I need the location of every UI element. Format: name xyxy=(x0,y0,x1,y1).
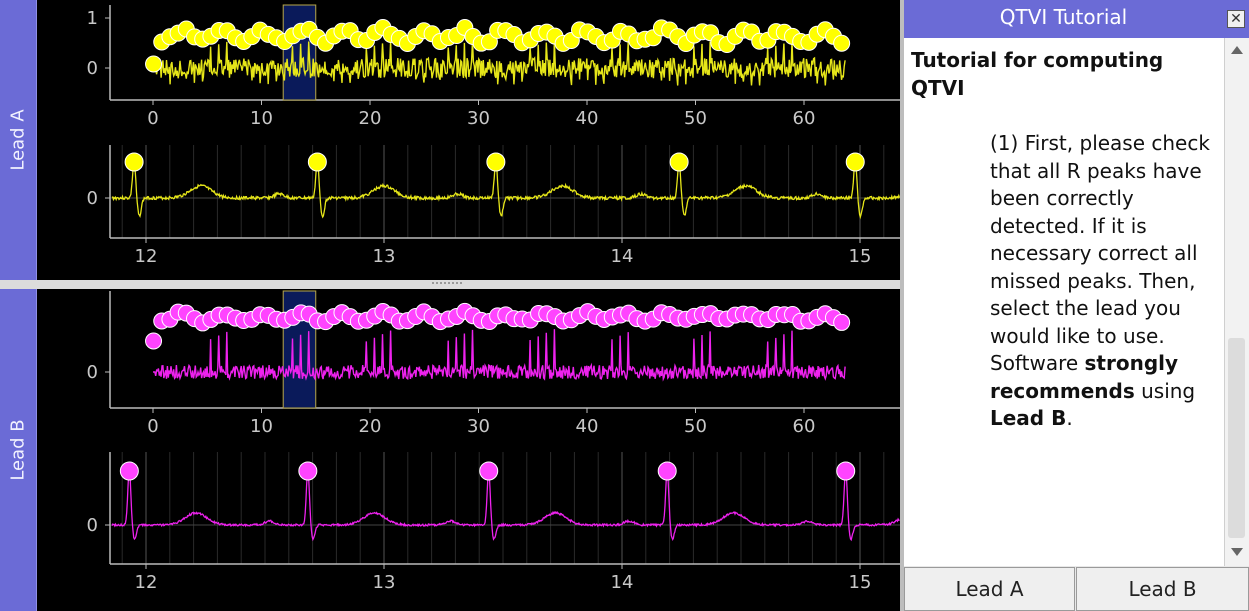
lead-a-detail-peak-marker xyxy=(124,152,144,172)
lead-b-detail-peak-marker xyxy=(836,461,856,481)
lead-a-overview-signal xyxy=(153,40,846,86)
select-lead-b-button[interactable]: Lead B xyxy=(1076,567,1249,611)
lead-b-plots[interactable]: 0 10 20 30 40 50 60 0 12 13 14 15 0 xyxy=(36,289,900,611)
lead-a-overview-x-tick-label: 60 xyxy=(793,108,816,129)
lead-a-overview-x-tick-label: 50 xyxy=(684,108,707,129)
lead-b-overview-x-tick-label: 60 xyxy=(793,416,816,437)
lead-b-tab-label: Lead B xyxy=(7,419,29,481)
lead-a-detail-signal xyxy=(111,159,900,220)
select-lead-a-button[interactable]: Lead A xyxy=(904,567,1075,611)
lead-a-detail-x-tick-label: 15 xyxy=(849,246,872,267)
tutorial-heading: Tutorial for computing QTVI xyxy=(911,48,1164,100)
tutorial-title: QTVI Tutorial xyxy=(999,5,1128,29)
tutorial-text-part-3: . xyxy=(1066,406,1073,430)
vertical-splitter[interactable] xyxy=(900,0,904,611)
lead-b-overview-x-tick-label: 20 xyxy=(359,416,382,437)
lead-b-overview-x-tick-label: 40 xyxy=(576,416,599,437)
tutorial-panel: QTVI Tutorial ✕ Tutorial for computing Q… xyxy=(904,0,1249,611)
lead-b-overview-signal xyxy=(153,329,846,382)
lead-a-overview-x-tick-label: 20 xyxy=(359,108,382,129)
lead-b-detail-peak-marker xyxy=(657,461,677,481)
close-icon[interactable]: ✕ xyxy=(1227,10,1245,28)
lead-b-detail-peak-marker xyxy=(298,461,318,481)
tutorial-text: (1) First, please check that all R peaks… xyxy=(990,130,1216,433)
splitter-grip[interactable] xyxy=(432,282,462,287)
lead-a-overview-x-tick-label: 10 xyxy=(250,108,273,129)
lead-a-selection-window xyxy=(282,4,317,101)
lead-b-detail-peak-marker xyxy=(479,461,499,481)
scrollbar-thumb[interactable] xyxy=(1228,338,1245,538)
lead-b-detail-peak-marker xyxy=(119,461,139,481)
lead-a-detail-peak-marker xyxy=(845,152,865,172)
lead-b-detail-x-tick-label: 13 xyxy=(373,572,396,593)
lead-b-overview-peak-marker xyxy=(833,313,851,331)
lead-b-detail-x-tick-label: 12 xyxy=(135,572,158,593)
tutorial-title-bar: QTVI Tutorial ✕ xyxy=(904,0,1249,38)
lead-a-detail-x-tick-label: 12 xyxy=(135,246,158,267)
lead-a-overview-x-tick-label: 0 xyxy=(147,108,158,129)
lead-a-overview-peak-marker xyxy=(145,55,163,73)
tutorial-text-part-2: using xyxy=(1134,378,1196,403)
tutorial-text-part-1: (1) First, please check that all R peaks… xyxy=(990,131,1210,375)
panel-splitter[interactable] xyxy=(0,280,900,289)
lead-a-overview-x-tick-label: 40 xyxy=(576,108,599,129)
lead-b-detail-y-tick-label: 0 xyxy=(87,515,98,536)
lead-b-detail-x-tick-label: 14 xyxy=(611,572,634,593)
lead-a-panel: Lead A 0 10 20 30 40 50 60 1 0 12 13 14 15 0 xyxy=(0,0,900,280)
tutorial-scrollbar[interactable] xyxy=(1224,38,1249,566)
lead-a-overview-peak-marker xyxy=(480,33,498,51)
lead-a-detail-peak-marker xyxy=(486,152,506,172)
lead-b-detail-signal xyxy=(111,469,900,542)
lead-b-overview-x-tick-label: 0 xyxy=(147,416,158,437)
lead-b-overview-y-tick-label: 0 xyxy=(87,362,98,383)
lead-b-overview-x-tick-label: 30 xyxy=(467,416,490,437)
lead-a-detail-y-tick-label: 0 xyxy=(87,188,98,209)
lead-a-detail-peak-marker xyxy=(669,152,689,172)
lead-a-tab-label: Lead A xyxy=(7,109,29,171)
scroll-down-icon[interactable] xyxy=(1231,548,1243,556)
tutorial-text-bold-2: Lead B xyxy=(990,406,1067,430)
lead-b-panel: Lead B 0 10 20 30 40 50 60 0 12 13 14 15 0 xyxy=(0,289,900,611)
lead-b-overview-x-tick-label: 10 xyxy=(250,416,273,437)
lead-a-detail-x-tick-label: 13 xyxy=(373,246,396,267)
lead-a-overview-y-tick-label: 0 xyxy=(87,58,98,79)
lead-a-tab[interactable]: Lead A xyxy=(0,0,37,280)
lead-a-overview-x-tick-label: 30 xyxy=(467,108,490,129)
lead-b-tab[interactable]: Lead B xyxy=(0,289,37,611)
lead-a-overview-peak-marker xyxy=(833,34,851,52)
lead-b-overview-x-tick-label: 50 xyxy=(684,416,707,437)
lead-b-overview-peak-marker xyxy=(145,332,163,350)
tutorial-text-bold-1: strongly recommends xyxy=(990,351,1179,403)
lead-a-detail-x-tick-label: 14 xyxy=(611,246,634,267)
lead-a-detail-peak-marker xyxy=(307,152,327,172)
lead-b-detail-x-tick-label: 15 xyxy=(849,572,872,593)
tutorial-body: Tutorial for computing QTVI (1) First, p… xyxy=(904,38,1224,566)
lead-a-overview-y-tick-label: 1 xyxy=(87,8,98,29)
scroll-up-icon[interactable] xyxy=(1231,46,1243,54)
